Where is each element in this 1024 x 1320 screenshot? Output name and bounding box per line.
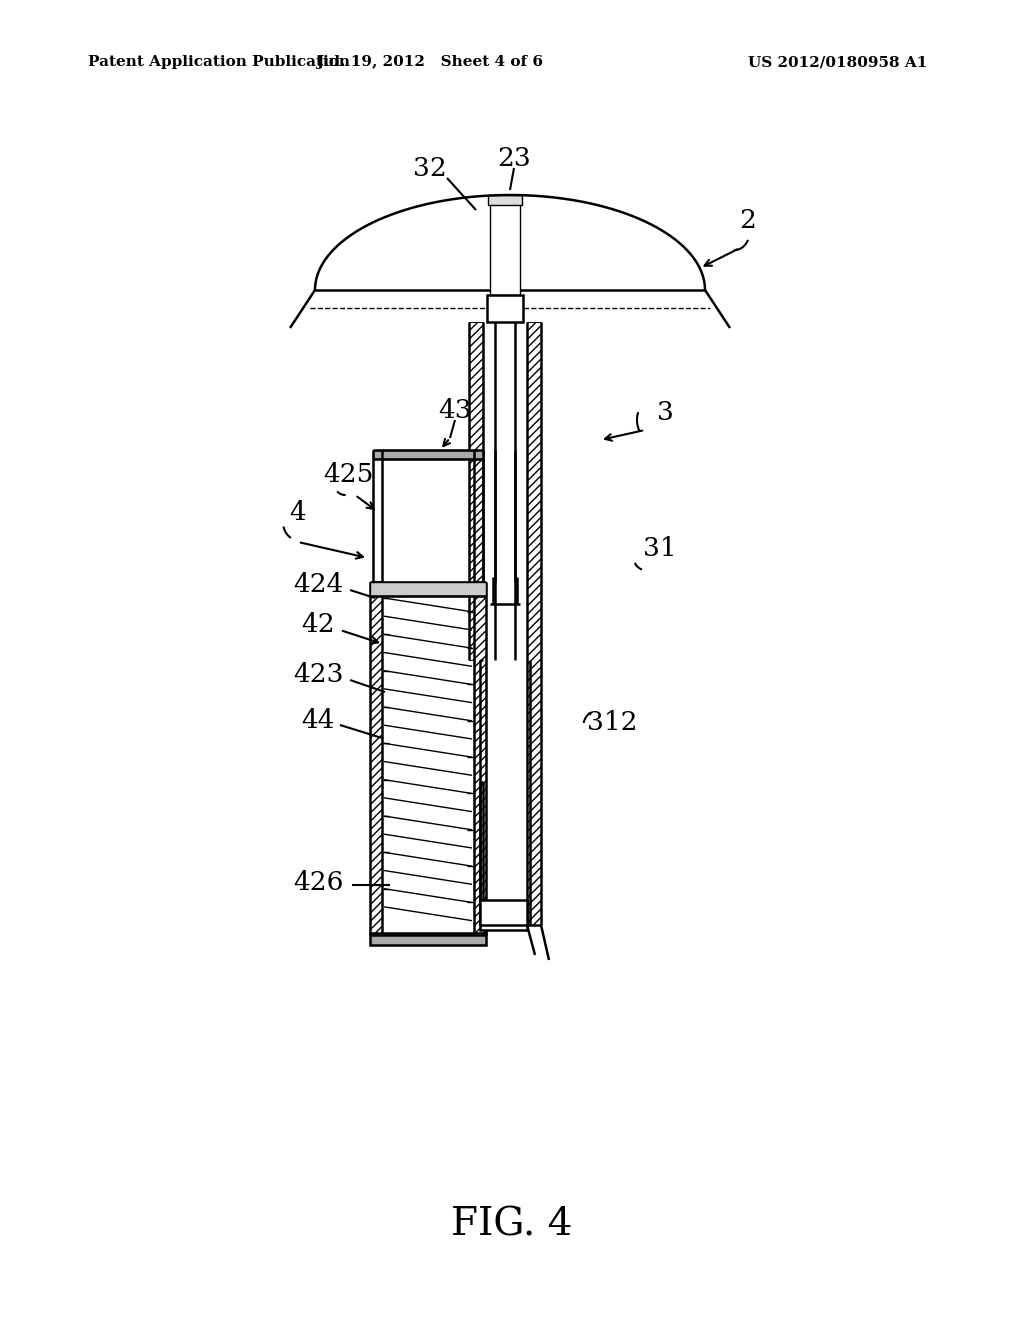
- Text: Jul. 19, 2012   Sheet 4 of 6: Jul. 19, 2012 Sheet 4 of 6: [316, 55, 544, 69]
- Text: 42: 42: [301, 612, 335, 638]
- Bar: [370, 933, 486, 945]
- Bar: [469, 322, 483, 660]
- Bar: [370, 582, 382, 935]
- Text: FIG. 4: FIG. 4: [452, 1206, 572, 1243]
- Bar: [480, 900, 527, 931]
- Bar: [490, 197, 520, 294]
- Text: 43: 43: [438, 397, 472, 422]
- Bar: [370, 582, 486, 597]
- Text: 426: 426: [293, 870, 343, 895]
- Bar: [487, 294, 523, 322]
- Text: Patent Application Publication: Patent Application Publication: [88, 55, 350, 69]
- Text: 423: 423: [293, 663, 343, 688]
- Text: 3: 3: [656, 400, 674, 425]
- Text: 31: 31: [643, 536, 677, 561]
- Bar: [373, 450, 483, 459]
- Text: 44: 44: [301, 708, 335, 733]
- Text: 2: 2: [739, 207, 757, 232]
- Text: 32: 32: [413, 156, 446, 181]
- Text: 23: 23: [497, 145, 530, 170]
- Bar: [527, 322, 541, 925]
- Text: 312: 312: [587, 710, 637, 734]
- Text: US 2012/0180958 A1: US 2012/0180958 A1: [748, 55, 928, 69]
- Text: 425: 425: [323, 462, 373, 487]
- Text: 424: 424: [293, 573, 343, 598]
- Bar: [488, 195, 522, 205]
- Bar: [474, 582, 486, 935]
- Text: 4: 4: [290, 499, 306, 524]
